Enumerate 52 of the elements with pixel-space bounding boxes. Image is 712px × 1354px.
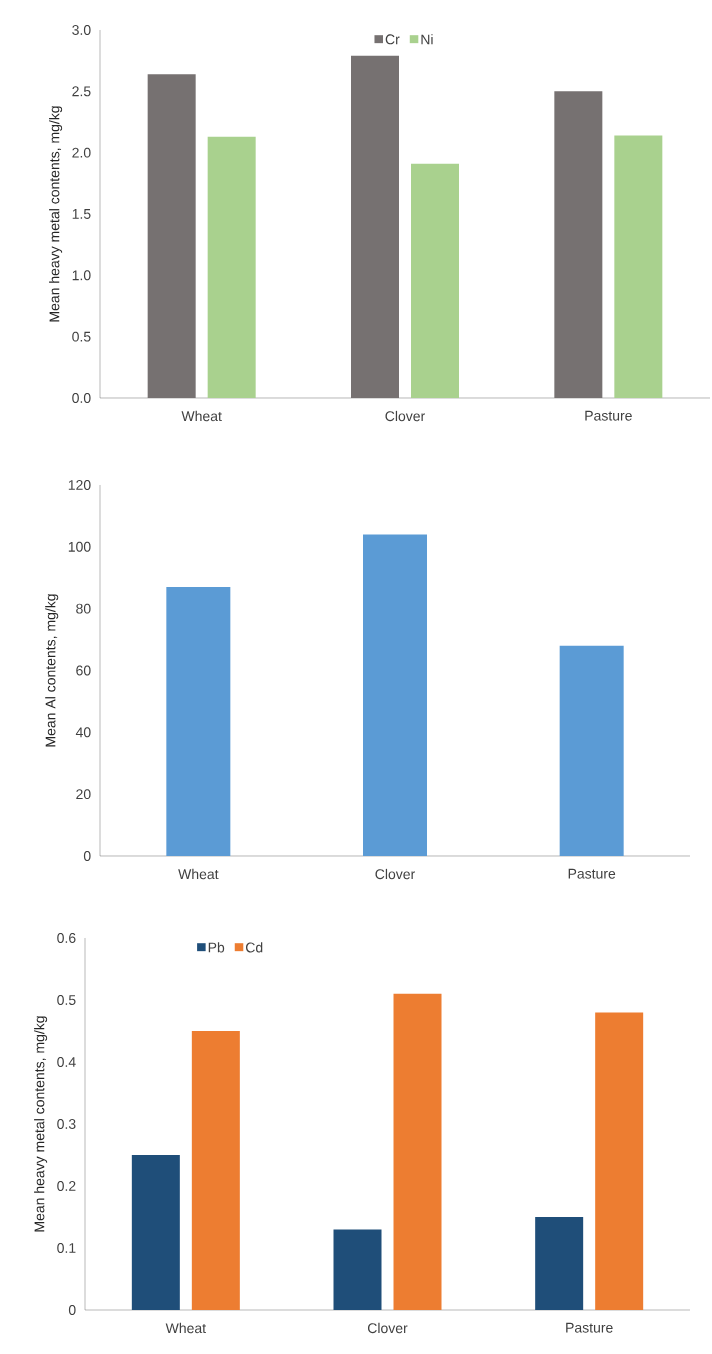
y-tick-label: 0 [68, 1305, 76, 1315]
bar [131, 1155, 180, 1310]
x-tick-label: Clover [375, 868, 415, 880]
y-tick-label: 80 [76, 603, 91, 614]
x-tick-label: Wheat [165, 1322, 206, 1334]
y-tick-label: 100 [68, 541, 91, 552]
bar [333, 1229, 382, 1310]
x-tick-label: Pasture [585, 410, 632, 421]
y-tick-label: 0.6 [57, 933, 76, 943]
y-tick-label: 0.3 [57, 1119, 76, 1129]
y-tick-label: 0.5 [72, 331, 91, 342]
y-tick-label: 2.0 [72, 147, 91, 158]
bar [554, 91, 603, 398]
y-tick-label: 3.0 [72, 25, 91, 35]
y-tick-label: 0.0 [72, 393, 91, 403]
y-tick-label: 0.1 [57, 1243, 76, 1253]
y-tick-label: 120 [68, 480, 91, 490]
bar [191, 1031, 240, 1310]
bar [559, 645, 624, 856]
legend-label: Pb [208, 942, 225, 953]
y-axis-title: Mean heavy metal contents, mg/kg [49, 106, 63, 322]
y-tick-label: 0.5 [57, 995, 76, 1005]
y-tick-label: 2.5 [72, 86, 91, 97]
y-tick-label: 60 [76, 665, 91, 676]
bar [363, 534, 428, 856]
legend-label: Cd [246, 942, 263, 953]
y-tick-label: 0 [83, 851, 91, 861]
legend-label: Cr [385, 34, 400, 45]
x-tick-label: Clover [367, 1322, 408, 1334]
x-tick-label: Wheat [178, 868, 219, 880]
x-tick-label: Pasture [566, 1322, 613, 1333]
bar [166, 587, 231, 856]
y-axis-title: Mean heavy metal contents, mg/kg [34, 1016, 48, 1232]
y-tick-label: 40 [75, 727, 91, 738]
bar [147, 74, 196, 398]
bar [207, 136, 256, 398]
bar [351, 55, 399, 398]
bar [411, 163, 459, 398]
x-tick-label: Pasture [568, 868, 616, 879]
y-tick-label: 0.2 [57, 1181, 76, 1191]
y-tick-label: 1.5 [72, 209, 91, 219]
bar [393, 993, 442, 1310]
bar [595, 1012, 644, 1310]
x-tick-label: Wheat [181, 410, 222, 422]
y-tick-label: 0.4 [57, 1057, 76, 1067]
legend-label: Ni [421, 34, 433, 45]
y-tick-label: 1.0 [72, 270, 91, 281]
y-axis-title: Mean Al contents, mg/kg [45, 594, 59, 747]
bar [535, 1217, 584, 1310]
bar [614, 135, 663, 398]
x-tick-label: Clover [385, 410, 425, 422]
y-tick-label: 20 [76, 789, 91, 800]
